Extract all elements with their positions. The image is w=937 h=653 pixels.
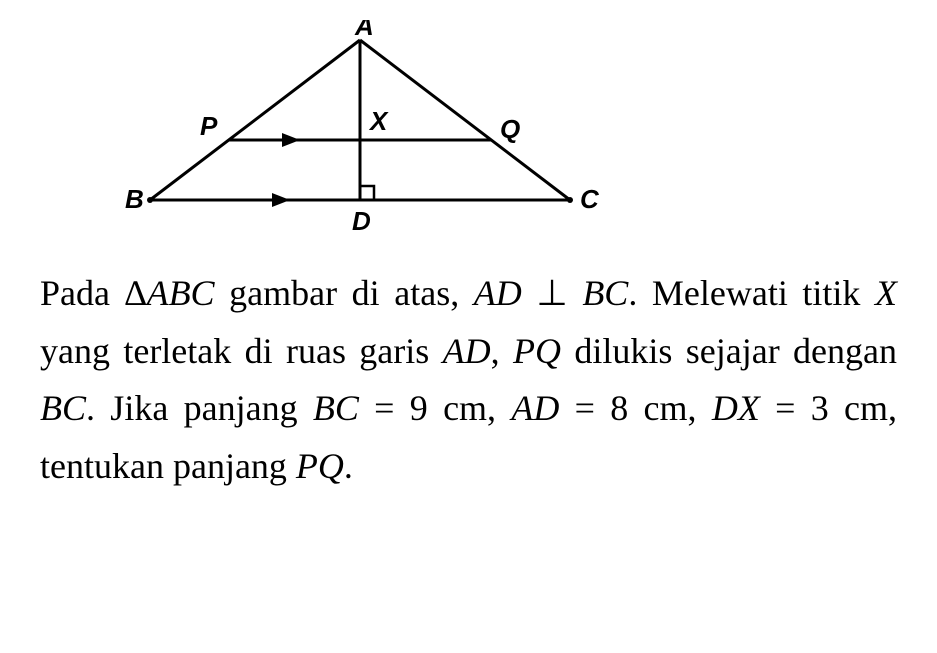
line-BA: [150, 40, 360, 200]
var-PQ: PQ: [513, 331, 561, 371]
label-B: B: [125, 184, 144, 214]
text-segment: ,: [491, 331, 513, 371]
text-segment: panjang: [184, 388, 313, 428]
arrow-BC: [272, 193, 290, 207]
text-segment: Melewati titik: [652, 273, 875, 313]
text-segment: tentukan panjang: [40, 446, 296, 486]
label-X: X: [368, 106, 389, 136]
var-AD: AD: [443, 331, 491, 371]
label-C: C: [580, 184, 600, 214]
geometry-svg: A B C D P Q X: [110, 20, 610, 240]
right-angle-marker: [360, 186, 374, 200]
vertex-C-dot: [567, 197, 573, 203]
vertex-B-dot: [147, 197, 153, 203]
var-ABC: ABC: [147, 273, 215, 313]
text-segment: = 3 cm,: [760, 388, 897, 428]
text-segment: dilukis sejajar dengan: [561, 331, 897, 371]
var-BC: BC: [313, 388, 359, 428]
var-PQ: PQ: [296, 446, 344, 486]
text-segment: . Jika: [86, 388, 168, 428]
text-segment: yang terletak di ruas garis: [40, 331, 429, 371]
var-BC: BC: [582, 273, 628, 313]
text-segment: = 8 cm,: [559, 388, 711, 428]
line-AC: [360, 40, 570, 200]
var-DX: DX: [712, 388, 760, 428]
text-segment: .: [628, 273, 637, 313]
text-segment: gambar di atas,: [215, 273, 474, 313]
text-segment: = 9 cm,: [359, 388, 511, 428]
arrow-PQ: [282, 133, 300, 147]
triangle-diagram: A B C D P Q X: [110, 20, 907, 245]
perp-symbol: ⊥: [522, 273, 583, 313]
var-AD: AD: [474, 273, 522, 313]
label-D: D: [352, 206, 371, 236]
text-segment: Pada ∆: [40, 273, 147, 313]
var-AD: AD: [511, 388, 559, 428]
label-P: P: [200, 111, 218, 141]
label-Q: Q: [500, 114, 520, 144]
problem-text: Pada ∆ABC gambar di atas, AD ⊥ BC. Melew…: [30, 265, 907, 495]
var-BC: BC: [40, 388, 86, 428]
label-A: A: [354, 20, 374, 41]
var-X: X: [875, 273, 897, 313]
text-segment: .: [344, 446, 353, 486]
